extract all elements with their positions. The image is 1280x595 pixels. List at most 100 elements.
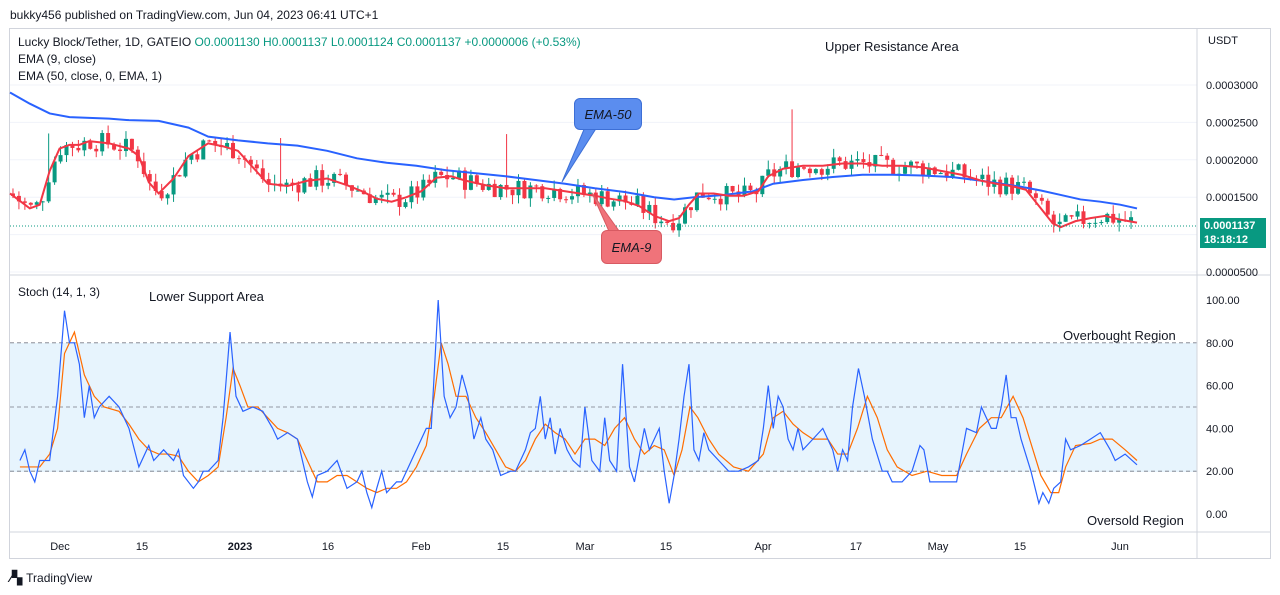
candle-body (540, 186, 545, 199)
ema50-legend[interactable]: EMA (50, close, 0, EMA, 1) (18, 69, 163, 83)
candle-body (486, 183, 491, 190)
candle-body (254, 164, 259, 169)
candle-body (790, 161, 795, 177)
candle-body (373, 197, 378, 204)
candle-body (1081, 211, 1086, 224)
candle-body (480, 183, 485, 190)
candle-body (344, 174, 349, 186)
brand-name: TradingView (26, 571, 93, 585)
candle-body (700, 192, 705, 198)
bar-countdown: 18:18:12 (1204, 234, 1249, 246)
candle-body (683, 207, 688, 224)
candle-body (635, 195, 640, 205)
candle-body (813, 169, 818, 174)
candle-body (34, 202, 39, 205)
time-tick-label: Apr (754, 541, 771, 553)
candle-body (879, 154, 884, 156)
candle-body (225, 142, 230, 147)
candle-body (385, 192, 390, 195)
time-tick-label: 15 (660, 541, 672, 553)
candle-body (1022, 181, 1027, 183)
candle-body (391, 192, 396, 195)
time-tick-label: Dec (50, 541, 70, 553)
candle-body (236, 158, 241, 160)
ema9-legend[interactable]: EMA (9, close) (18, 52, 97, 66)
candle-body (451, 177, 456, 180)
candle-body (58, 155, 63, 162)
candle-body (570, 196, 575, 200)
tradingview-logo-icon: ⁄▚ (10, 570, 23, 585)
candle-body (819, 169, 824, 175)
candle-body (159, 191, 164, 199)
price-tick-label: 0.0002000 (1206, 155, 1258, 167)
candle-body (671, 222, 676, 231)
candle-body (397, 194, 402, 207)
candle-body (796, 167, 801, 177)
candle-body (427, 179, 432, 183)
candle-body (474, 175, 479, 184)
candle-body (64, 144, 69, 156)
candle-body (326, 182, 331, 186)
stoch-tick-label: 60.00 (1206, 381, 1234, 393)
candle-body (843, 161, 848, 169)
stoch-d-line (19, 330, 1138, 494)
stoch-tick-label: 20.00 (1206, 466, 1234, 478)
candle-body (564, 199, 569, 201)
candle-body (76, 147, 81, 151)
candle-body (837, 157, 842, 162)
candle-body (260, 168, 265, 180)
candle-body (88, 140, 93, 149)
symbol-legend[interactable]: Lucky Block/Tether, 1D, GATEIO O0.000113… (18, 35, 581, 49)
candle-body (1063, 215, 1068, 222)
candle-body (123, 138, 128, 152)
candle-body (308, 178, 313, 187)
candle-body (807, 168, 812, 174)
candle-body (956, 164, 961, 170)
candle-body (129, 138, 134, 150)
publish-bar: bukky456 published on TradingView.com, J… (0, 0, 1280, 28)
candle-body (1093, 222, 1098, 224)
candle-body (665, 221, 670, 223)
price-tick-label: 0.0002500 (1206, 117, 1258, 129)
candle-body (766, 169, 771, 176)
candle-body (320, 170, 325, 186)
candle-body (801, 167, 806, 169)
candle-body (659, 221, 664, 224)
candle-body (926, 167, 931, 176)
price-tick-label: 0.0001500 (1206, 192, 1258, 204)
candle-body (641, 195, 646, 213)
candle-body (1105, 213, 1110, 223)
candle-body (52, 161, 57, 183)
time-tick-label: 15 (136, 541, 148, 553)
time-tick-label: 15 (497, 541, 509, 553)
candle-body (677, 223, 682, 231)
candle-body (16, 195, 21, 202)
time-tick-label: 17 (850, 541, 862, 553)
candle-body (914, 161, 919, 164)
candle-body (730, 185, 735, 192)
footer-brand[interactable]: ⁄▚ TradingView (10, 570, 92, 586)
candle-body (118, 149, 123, 152)
candle-body (439, 171, 444, 175)
candle-body (1087, 222, 1092, 224)
ema50-callout: EMA-50 (574, 98, 642, 130)
candle-body (82, 140, 87, 151)
lower-support-label: Lower Support Area (149, 289, 264, 304)
price-tick-label: 0.0003000 (1206, 80, 1258, 92)
symbol-name: Lucky Block/Tether, 1D, GATEIO (18, 35, 192, 49)
stoch-k-line (19, 299, 1138, 510)
candle-body (106, 133, 111, 145)
stoch-tick-label: 100.00 (1206, 295, 1240, 307)
candle-body (510, 189, 515, 196)
ema9-line (9, 140, 1138, 229)
candle-body (528, 185, 533, 199)
candle-body (909, 161, 914, 167)
time-tick-label: Jun (1111, 541, 1129, 553)
stoch-legend[interactable]: Stoch (14, 1, 3) (18, 285, 101, 299)
price-axis: 0.0003000 0.0002500 0.0002000 0.0001500 0.00… (1206, 80, 1258, 279)
stoch-band-fill (10, 343, 1197, 472)
candle-body (581, 184, 586, 195)
candle-body (492, 183, 497, 198)
candle-body (171, 175, 176, 195)
